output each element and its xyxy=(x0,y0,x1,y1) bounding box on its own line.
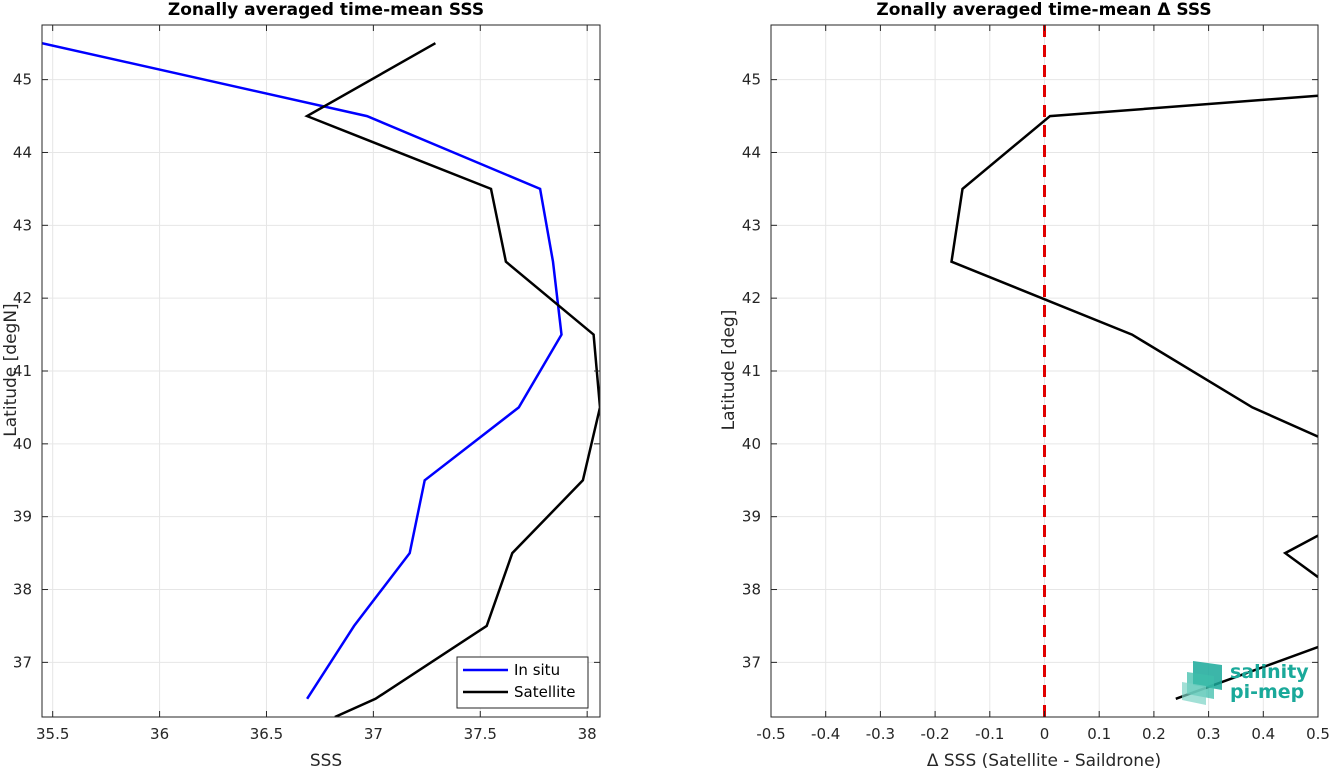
right-title: Zonally averaged time-mean Δ SSS xyxy=(876,0,1211,20)
right-xtick-label: 0 xyxy=(1040,725,1050,743)
legend-label-in-situ: In situ xyxy=(514,661,560,679)
right-xtick-label: 0.1 xyxy=(1087,725,1111,743)
legend-box xyxy=(456,656,589,709)
left-ytick-label: 45 xyxy=(13,71,32,89)
left-panel: 35.5 36 36.5 37 37.5 38 37 38 39 40 41 42 43 44 45 Zon… xyxy=(1,0,601,769)
right-series-line-series-0 xyxy=(950,94,1318,438)
left-xtick-label: 38 xyxy=(578,725,597,743)
left-series-line-in-situ xyxy=(42,41,563,700)
right-xtick-label: -0.4 xyxy=(811,725,840,743)
legend-label-satellite: Satellite xyxy=(514,683,575,701)
left-ytick-label: 39 xyxy=(13,508,32,526)
right-ytick-label: 39 xyxy=(742,508,761,526)
right-panel: -0.5 -0.4 -0.3 -0.2 -0.1 0 0.1 0.2 0.3 0.4 0.5 37 38… xyxy=(719,0,1330,769)
left-ytick-label: 41 xyxy=(13,362,32,380)
left-title: Zonally averaged time-mean SSS xyxy=(168,0,484,20)
right-xtick-label: -0.5 xyxy=(756,725,785,743)
right-ytick-label: 45 xyxy=(742,71,761,89)
right-xtick-label: -0.3 xyxy=(866,725,895,743)
right-ytick-label: 43 xyxy=(742,216,761,234)
left-xtick-label: 36 xyxy=(150,725,169,743)
right-xtick-label: 0.2 xyxy=(1142,725,1166,743)
left-xtick-label: 35.5 xyxy=(36,725,69,743)
logo-text-line2: pi-mep xyxy=(1230,681,1304,703)
right-ticks: -0.5 -0.4 -0.3 -0.2 -0.1 0 0.1 0.2 0.3 0.4 0.5 37 38… xyxy=(742,25,1330,743)
right-xtick-label: 0.4 xyxy=(1251,725,1275,743)
right-x-axis-label: Δ SSS (Satellite - Saildrone) xyxy=(927,751,1161,769)
right-ytick-label: 37 xyxy=(742,653,761,671)
left-ytick-label: 38 xyxy=(13,581,32,599)
right-ytick-label: 38 xyxy=(742,581,761,599)
left-ytick-label: 40 xyxy=(13,435,32,453)
salinity-pi-mep-logo: salinity pi-mep xyxy=(1182,661,1309,705)
left-ytick-label: 44 xyxy=(13,143,32,161)
left-ytick-label: 37 xyxy=(13,653,32,671)
logo-text-line1: salinity xyxy=(1230,661,1309,683)
logo-shape-front xyxy=(1182,682,1206,705)
right-xtick-label: 0.5 xyxy=(1306,725,1330,743)
left-xtick-label: 36.5 xyxy=(250,725,283,743)
left-grid xyxy=(42,25,600,717)
left-series-line-satellite xyxy=(304,42,600,717)
left-xtick-label: 37.5 xyxy=(464,725,497,743)
left-ytick-label: 42 xyxy=(13,289,32,307)
left-series xyxy=(42,41,600,717)
left-ticks: 35.5 36 36.5 37 37.5 38 37 38 39 40 41 42 43 44 45 xyxy=(13,25,600,743)
right-ytick-label: 42 xyxy=(742,289,761,307)
right-y-axis-label: Latitude [deg] xyxy=(719,310,739,431)
right-xtick-label: -0.1 xyxy=(975,725,1004,743)
right-series-line-series-0 xyxy=(1282,534,1318,579)
right-ytick-label: 41 xyxy=(742,362,761,380)
right-xtick-label: 0.3 xyxy=(1197,725,1221,743)
right-ytick-label: 40 xyxy=(742,435,761,453)
legend: In situ Satellite xyxy=(456,656,589,709)
left-ytick-label: 43 xyxy=(13,216,32,234)
left-y-axis-label: Latitude [degN] xyxy=(1,303,21,436)
right-xtick-label: -0.2 xyxy=(920,725,949,743)
left-xtick-label: 37 xyxy=(364,725,383,743)
right-ytick-label: 44 xyxy=(742,143,761,161)
left-x-axis-label: SSS xyxy=(310,751,342,769)
